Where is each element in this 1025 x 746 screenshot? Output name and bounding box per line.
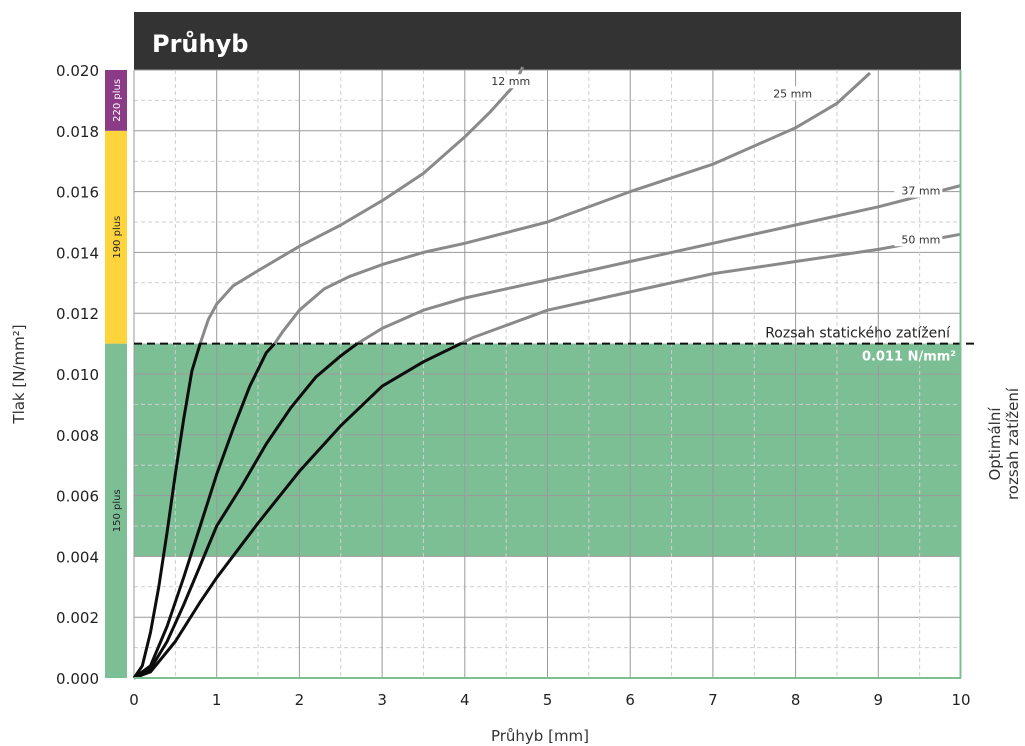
band-220-plus — [105, 70, 127, 131]
band-190-plus — [105, 130, 127, 344]
x-tick-label: 1 — [212, 691, 222, 709]
series-label-bg — [766, 86, 815, 101]
x-tick-label: 5 — [543, 691, 553, 709]
series-label-25-mm: 25 mm — [773, 87, 812, 100]
title-bar — [134, 12, 961, 70]
series-line-lower-25-mm — [133, 342, 276, 680]
band-label: 150 plus — [112, 489, 123, 532]
x-tick-label: 8 — [791, 691, 801, 709]
optimal-range-label-line2: rozsah zatížení — [1004, 387, 1022, 500]
x-axis-title: Průhyb [mm] — [491, 727, 589, 745]
tick-labels: 0 1 2 3 4 5 6 7 8 9 10 0.000 0.002 0.004 0.006 0.008 0.0… — [56, 62, 971, 709]
load-class-bands: 150 plus 190 plus 220 plus — [105, 70, 127, 678]
series-label-bg — [894, 232, 943, 247]
y-tick-label: 0.002 — [56, 609, 99, 627]
series-line-lower-50-mm — [133, 342, 462, 680]
series-line-upper-37-mm — [356, 184, 962, 345]
series-line-upper-25-mm — [273, 71, 872, 345]
x-tick-label: 2 — [295, 691, 305, 709]
x-tick-label: 9 — [874, 691, 884, 709]
y-tick-label: 0.014 — [56, 244, 99, 262]
series-line-upper-50-mm — [460, 232, 962, 345]
series-label-bg — [894, 183, 943, 198]
series-label-37-mm: 37 mm — [901, 185, 940, 198]
y-tick-label: 0.006 — [56, 488, 99, 506]
y-tick-label: 0.016 — [56, 184, 99, 202]
y-axis-title: Tlak [N/mm²] — [10, 324, 28, 424]
series-lines: 12 mm 25 mm 37 mm 50 mm — [132, 66, 962, 680]
series-label-12-mm: 12 mm — [491, 75, 530, 88]
series-line-lower-12-mm — [132, 343, 202, 679]
x-tick-label: 4 — [460, 691, 470, 709]
static-load-label: Rozsah statického zatížení — [765, 326, 951, 342]
band-150-plus — [105, 343, 127, 678]
series-line-lower-37-mm — [133, 342, 359, 680]
optimal-range-label: Optimálnírozsah zatížení — [986, 387, 1022, 500]
x-tick-label: 6 — [625, 691, 635, 709]
x-tick-label: 7 — [708, 691, 718, 709]
y-tick-label: 0.010 — [56, 366, 99, 384]
x-tick-label: 0 — [129, 691, 139, 709]
optimal-range-label-line1: Optimální — [986, 407, 1004, 481]
static-load-value: 0.011 N/mm² — [862, 350, 956, 365]
y-tick-label: 0.000 — [56, 670, 99, 688]
series-label-bg — [489, 74, 538, 89]
band-label: 190 plus — [112, 216, 123, 259]
y-tick-label: 0.018 — [56, 123, 99, 141]
static-load-value-box — [855, 345, 959, 366]
chart-title: Průhyb — [152, 30, 248, 58]
y-tick-label: 0.020 — [56, 62, 99, 80]
series-label-50-mm: 50 mm — [901, 233, 940, 246]
x-tick-label: 10 — [951, 691, 970, 709]
y-tick-label: 0.012 — [56, 305, 99, 323]
x-tick-label: 3 — [377, 691, 387, 709]
y-tick-label: 0.008 — [56, 427, 99, 445]
series-line-upper-12-mm — [198, 66, 525, 345]
y-tick-label: 0.004 — [56, 548, 99, 566]
band-label: 220 plus — [112, 79, 123, 122]
